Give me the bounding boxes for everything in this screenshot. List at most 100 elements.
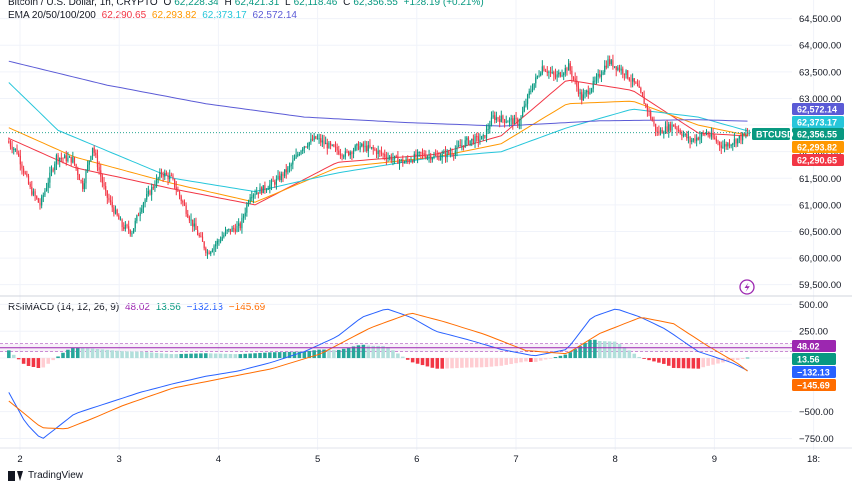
candle bbox=[77, 168, 79, 175]
histogram-bar bbox=[268, 352, 272, 359]
candle bbox=[508, 119, 511, 122]
candle bbox=[458, 145, 460, 147]
symbol-title[interactable]: Bitcoin / U.S. Dollar, 1h, CRYPTO bbox=[8, 0, 158, 8]
candle bbox=[300, 150, 302, 155]
candle bbox=[162, 174, 164, 177]
candle bbox=[384, 154, 386, 157]
histogram-bar bbox=[711, 358, 715, 365]
histogram-bar bbox=[105, 349, 110, 359]
candle bbox=[638, 85, 640, 88]
candle bbox=[208, 252, 210, 255]
candle bbox=[536, 75, 539, 78]
candle bbox=[646, 104, 649, 111]
candle bbox=[157, 177, 159, 179]
histogram-bar bbox=[474, 358, 479, 368]
candle bbox=[659, 129, 662, 134]
candle bbox=[297, 154, 299, 156]
candle bbox=[239, 223, 241, 229]
histogram-bar bbox=[410, 358, 415, 363]
candle bbox=[407, 159, 409, 161]
histogram-bar bbox=[716, 358, 720, 364]
candle bbox=[436, 155, 438, 157]
candle bbox=[34, 191, 36, 197]
histogram-bar bbox=[524, 358, 528, 362]
candle bbox=[96, 155, 99, 168]
histogram-bar bbox=[223, 353, 228, 359]
candle bbox=[272, 180, 274, 182]
candle bbox=[518, 124, 520, 126]
candle bbox=[692, 138, 694, 141]
candle bbox=[707, 132, 709, 136]
time-tick-label: 3 bbox=[117, 454, 122, 465]
candle bbox=[538, 75, 540, 77]
candle bbox=[18, 153, 20, 156]
candle bbox=[728, 143, 731, 147]
histogram-bar bbox=[652, 358, 656, 362]
candle bbox=[673, 124, 675, 127]
candle bbox=[305, 146, 307, 148]
low-value: 62,118.46 bbox=[293, 0, 338, 8]
candle bbox=[405, 159, 407, 163]
candle bbox=[64, 155, 66, 159]
candle bbox=[743, 133, 745, 135]
candle bbox=[375, 150, 378, 155]
candle bbox=[410, 160, 412, 162]
change-value: +128.19 (+0.21%) bbox=[403, 0, 484, 8]
time-axis[interactable]: 2 3 4 5 6 7 8 9 18: bbox=[0, 447, 852, 465]
candle bbox=[174, 178, 176, 188]
candle bbox=[462, 145, 465, 147]
candle bbox=[459, 145, 461, 147]
candle bbox=[285, 169, 287, 173]
candle bbox=[661, 129, 663, 134]
indicator-tag-label: −145.69 bbox=[797, 381, 830, 391]
candle bbox=[584, 92, 586, 95]
candle bbox=[398, 160, 401, 164]
candle bbox=[136, 215, 138, 221]
candle bbox=[738, 136, 740, 139]
candle bbox=[82, 180, 84, 190]
tradingview-footer[interactable]: TradingView bbox=[8, 470, 83, 481]
histogram-bar bbox=[75, 347, 80, 359]
histogram-bar bbox=[740, 358, 745, 359]
histogram-bar bbox=[16, 358, 21, 360]
candle bbox=[543, 66, 545, 71]
candle bbox=[607, 59, 609, 68]
candle bbox=[279, 175, 281, 181]
time-tick-label: 7 bbox=[513, 454, 518, 465]
price-tick-label: 63,000.00 bbox=[799, 94, 841, 105]
lightning-icon[interactable] bbox=[739, 279, 755, 295]
candle bbox=[492, 115, 494, 118]
candle bbox=[425, 155, 427, 159]
ema-title[interactable]: EMA 20/50/100/200 bbox=[8, 10, 96, 21]
candle bbox=[515, 117, 517, 120]
candle bbox=[185, 205, 187, 214]
histogram-bar bbox=[46, 358, 50, 364]
candle bbox=[732, 143, 734, 145]
candle bbox=[503, 119, 506, 123]
indicator-tick-label: −750.00 bbox=[799, 434, 834, 445]
histogram-bar bbox=[376, 345, 380, 359]
candle bbox=[479, 139, 481, 142]
histogram-bar bbox=[21, 358, 26, 364]
candle bbox=[476, 136, 478, 138]
histogram-value: 13.56 bbox=[155, 302, 181, 313]
histogram-bar bbox=[455, 358, 459, 369]
candle bbox=[211, 250, 213, 252]
candle bbox=[653, 121, 655, 124]
candle bbox=[625, 70, 627, 75]
candle bbox=[311, 138, 314, 141]
candle bbox=[369, 145, 371, 148]
candle bbox=[16, 148, 18, 154]
histogram-bar bbox=[494, 358, 499, 367]
rsimacd-title[interactable]: RSIMACD (14, 12, 26, 9) bbox=[8, 302, 120, 313]
candle bbox=[352, 150, 355, 155]
histogram-bar bbox=[159, 353, 164, 359]
histogram-bar bbox=[627, 350, 632, 359]
ema100-line bbox=[8, 82, 748, 193]
histogram-bar bbox=[686, 358, 691, 369]
candle bbox=[531, 89, 534, 91]
candle bbox=[617, 67, 619, 70]
candle bbox=[737, 138, 739, 144]
histogram-bar bbox=[538, 358, 543, 361]
